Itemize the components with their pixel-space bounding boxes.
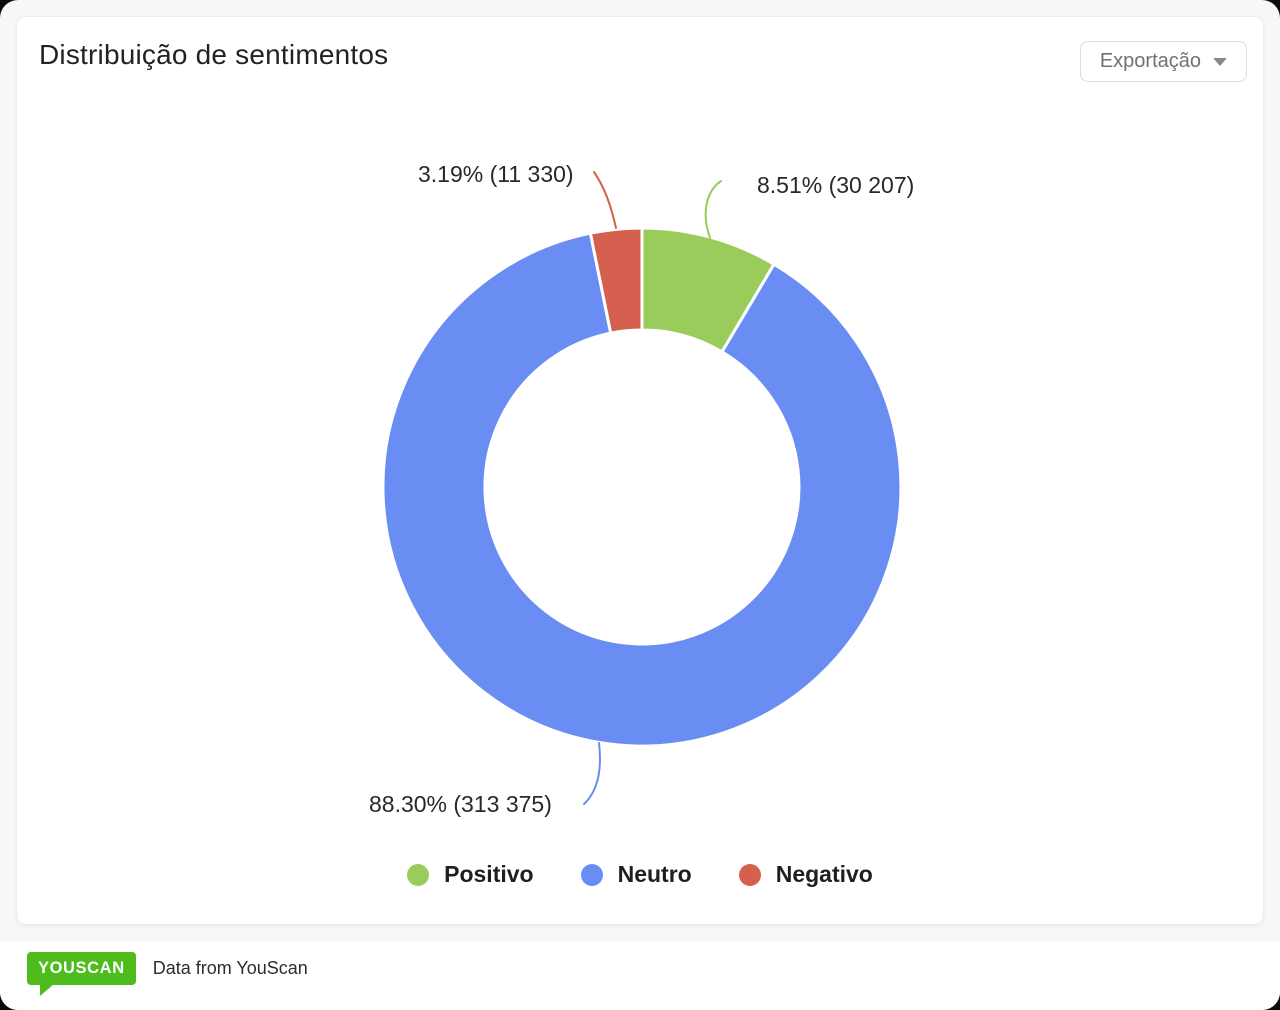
legend-item-neutro[interactable]: Neutro (580, 861, 692, 888)
legend-label-neutro: Neutro (617, 861, 692, 887)
attribution-text: Data from YouScan (152, 958, 308, 978)
slice-label-positivo: 8.51% (30 207) (757, 172, 915, 198)
legend-dot-negativo (738, 863, 761, 886)
sentiment-card: Distribuição de sentimentos Exportação (16, 16, 1264, 925)
legend-dot-neutro (580, 863, 603, 886)
youscan-logo-text: YOUSCAN (38, 959, 125, 977)
youscan-logo: YOUSCAN (27, 952, 136, 996)
legend-label-positivo: Positivo (444, 861, 534, 887)
youscan-logo-tail-icon (40, 984, 54, 996)
slice-label-neutro: 88.30% (313 375) (369, 791, 552, 817)
page-title: Distribuição de sentimentos (39, 39, 389, 70)
export-button[interactable]: Exportação (1079, 41, 1247, 82)
legend-label-negativo: Negativo (775, 861, 873, 887)
legend-dot-positivo (407, 863, 430, 886)
chevron-down-icon (1213, 57, 1227, 66)
footer: YOUSCAN Data from YouScan (0, 941, 1280, 1010)
export-button-label: Exportação (1099, 50, 1201, 72)
slice-label-negativo: 3.19% (11 330) (418, 161, 574, 187)
legend-item-positivo[interactable]: Positivo (407, 861, 534, 888)
legend-item-negativo[interactable]: Negativo (738, 861, 873, 888)
chart-legend: Positivo Neutro Negativo (0, 861, 1280, 888)
